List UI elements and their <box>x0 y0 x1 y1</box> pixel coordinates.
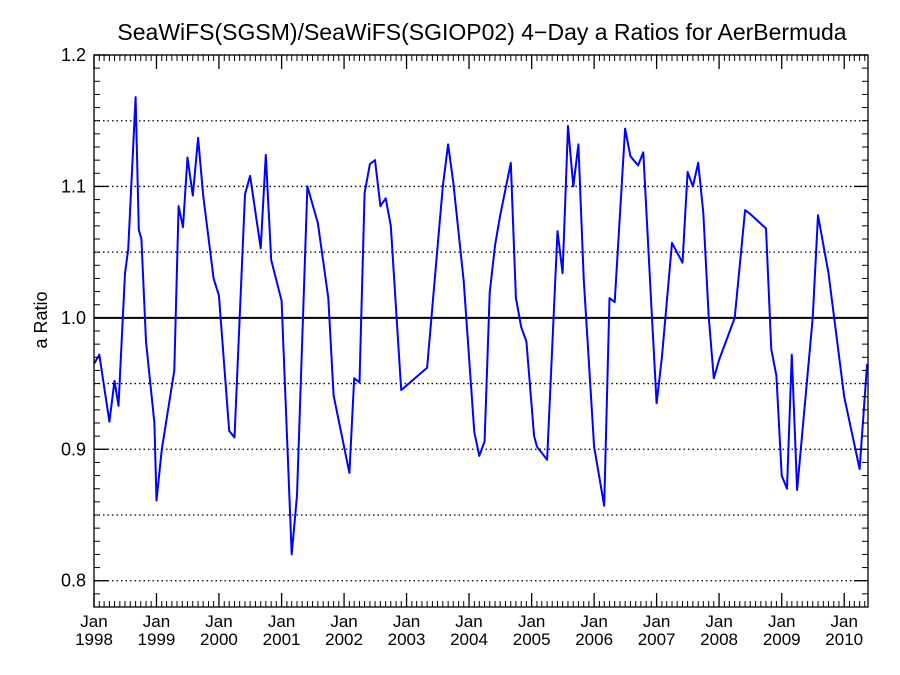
x-tick-year-label: 2000 <box>200 630 238 649</box>
x-tick-month-label: Jan <box>330 612 357 631</box>
x-tick-year-label: 2010 <box>825 630 863 649</box>
x-tick-year-label: 2009 <box>763 630 801 649</box>
x-tick-year-label: 2001 <box>263 630 301 649</box>
x-tick-month-label: Jan <box>268 612 295 631</box>
plot-frame <box>93 54 869 608</box>
x-tick-month-label: Jan <box>518 612 545 631</box>
y-tick-label: 0.9 <box>61 439 86 459</box>
y-tick-label: 0.8 <box>61 571 86 591</box>
x-tick-month-label: Jan <box>80 612 107 631</box>
y-tick-label: 1.0 <box>61 308 86 328</box>
x-tick-year-label: 2007 <box>638 630 676 649</box>
x-tick-year-label: 2008 <box>700 630 738 649</box>
x-tick-month-label: Jan <box>205 612 232 631</box>
x-tick-year-label: 1998 <box>75 630 113 649</box>
y-tick-label: 1.2 <box>61 45 86 65</box>
x-tick-month-label: Jan <box>830 612 857 631</box>
series-layer <box>93 96 869 556</box>
x-tick-year-label: 2003 <box>388 630 426 649</box>
x-tick-year-label: 2004 <box>450 630 488 649</box>
axes: 0.80.91.01.11.2Jan1998Jan1999Jan2000Jan2… <box>61 45 869 649</box>
x-tick-month-label: Jan <box>455 612 482 631</box>
x-tick-month-label: Jan <box>768 612 795 631</box>
x-tick-year-label: 2006 <box>575 630 613 649</box>
x-tick-month-label: Jan <box>393 612 420 631</box>
series-line <box>93 96 869 556</box>
chart-title: SeaWiFS(SGSM)/SeaWiFS(SGIOP02) 4−Day a R… <box>117 19 846 45</box>
x-tick-month-label: Jan <box>705 612 732 631</box>
y-axis-label: a Ratio <box>31 291 51 348</box>
x-tick-year-label: 1999 <box>138 630 176 649</box>
x-tick-month-label: Jan <box>643 612 670 631</box>
x-tick-year-label: 2005 <box>513 630 551 649</box>
y-tick-label: 1.1 <box>61 176 86 196</box>
x-tick-month-label: Jan <box>143 612 170 631</box>
x-tick-year-label: 2002 <box>325 630 363 649</box>
x-tick-month-label: Jan <box>580 612 607 631</box>
